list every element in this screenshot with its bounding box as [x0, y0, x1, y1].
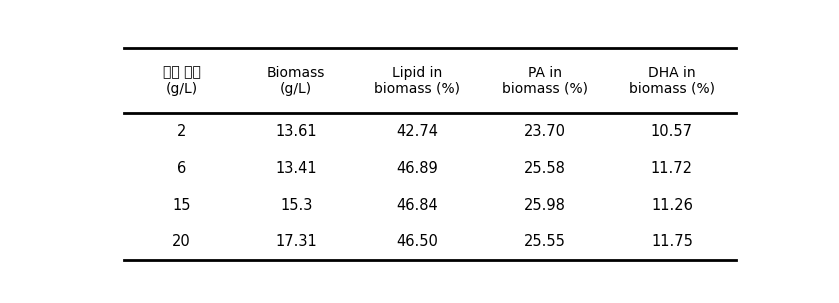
Text: 46.89: 46.89	[396, 161, 438, 176]
Text: 20: 20	[172, 235, 191, 249]
Text: DHA in
biomass (%): DHA in biomass (%)	[629, 65, 715, 96]
Text: 25.55: 25.55	[524, 235, 565, 249]
Text: 15: 15	[173, 198, 191, 213]
Text: 42.74: 42.74	[396, 124, 438, 139]
Text: 46.50: 46.50	[396, 235, 438, 249]
Text: 46.84: 46.84	[396, 198, 438, 213]
Text: 13.41: 13.41	[275, 161, 317, 176]
Text: Lipid in
biomass (%): Lipid in biomass (%)	[374, 65, 461, 96]
Text: 23.70: 23.70	[524, 124, 565, 139]
Text: 25.58: 25.58	[524, 161, 565, 176]
Text: 11.75: 11.75	[651, 235, 693, 249]
Text: 11.26: 11.26	[651, 198, 693, 213]
Text: 11.72: 11.72	[651, 161, 693, 176]
Text: 17.31: 17.31	[275, 235, 317, 249]
Text: 6: 6	[177, 161, 186, 176]
Text: Biomass
(g/L): Biomass (g/L)	[267, 65, 326, 96]
Text: 10.57: 10.57	[651, 124, 693, 139]
Text: 15.3: 15.3	[280, 198, 312, 213]
Text: 염분 농도
(g/L): 염분 농도 (g/L)	[163, 65, 201, 96]
Text: 25.98: 25.98	[524, 198, 565, 213]
Text: 13.61: 13.61	[275, 124, 317, 139]
Text: 2: 2	[177, 124, 186, 139]
Text: PA in
biomass (%): PA in biomass (%)	[502, 65, 587, 96]
